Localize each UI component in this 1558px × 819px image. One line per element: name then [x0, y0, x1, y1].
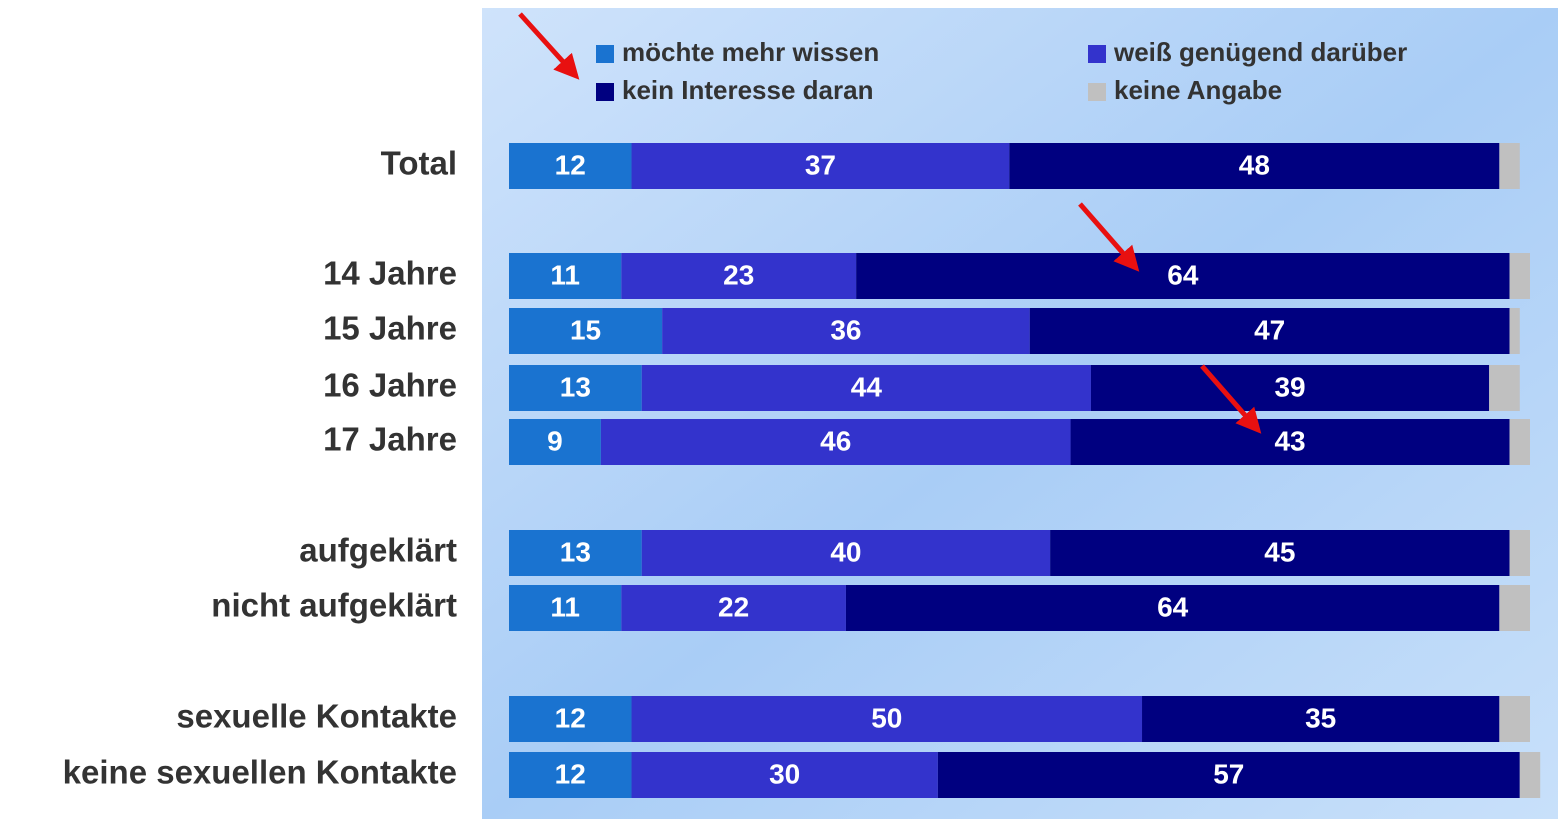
value-label: 9	[547, 425, 563, 456]
bar-segment	[509, 419, 601, 465]
value-label: 13	[560, 371, 591, 402]
legend-label: weiß genügend darüber	[1113, 37, 1407, 67]
value-label: 40	[830, 536, 861, 567]
bar-segment	[1509, 530, 1530, 576]
value-label: 39	[1274, 371, 1305, 402]
category-label: sexuelle Kontakte	[176, 698, 457, 735]
bar-segment	[1090, 365, 1490, 411]
value-label: 57	[1213, 758, 1244, 789]
category-label: nicht aufgeklärt	[211, 587, 457, 624]
bar-segment	[1499, 696, 1530, 742]
value-label: 30	[769, 758, 800, 789]
value-label: 44	[851, 371, 883, 402]
bar-segment	[1509, 253, 1530, 299]
legend-swatch	[1088, 45, 1106, 63]
value-label: 43	[1274, 425, 1305, 456]
value-label: 64	[1157, 591, 1189, 622]
bar-segment	[1509, 419, 1530, 465]
value-label: 50	[871, 702, 902, 733]
bar-segment	[621, 585, 846, 631]
legend-label: kein Interesse daran	[622, 75, 873, 105]
bar-segment	[1050, 530, 1510, 576]
bar-segment	[1499, 585, 1530, 631]
value-label: 47	[1254, 314, 1285, 345]
arrow	[1078, 202, 1140, 272]
arrow	[1200, 364, 1262, 434]
bar-segment	[1519, 752, 1541, 798]
category-label: 14 Jahre	[323, 255, 457, 292]
bar-segment	[509, 530, 642, 576]
bar-segment	[631, 143, 1010, 189]
bar-segment	[1489, 365, 1520, 411]
arrow	[518, 12, 580, 80]
legend-label: möchte mehr wissen	[622, 37, 879, 67]
value-label: 12	[555, 149, 586, 180]
bar-segment	[509, 585, 622, 631]
annotations	[518, 12, 1262, 434]
bar-segment	[845, 585, 1500, 631]
bar-segment	[1142, 696, 1500, 742]
bar-segment	[1509, 308, 1520, 354]
value-label: 23	[723, 259, 754, 290]
value-label: 12	[555, 702, 586, 733]
value-label: 35	[1305, 702, 1336, 733]
value-label: 13	[560, 536, 591, 567]
bar-segment	[937, 752, 1520, 798]
value-label: 64	[1167, 259, 1199, 290]
value-label: 45	[1264, 536, 1295, 567]
bar-segment	[1070, 419, 1510, 465]
bar-segment	[1499, 143, 1520, 189]
bar-segment	[856, 253, 1510, 299]
legend-swatch	[596, 83, 614, 101]
category-label: keine sexuellen Kontakte	[63, 754, 457, 791]
value-label: 46	[820, 425, 851, 456]
value-label: 48	[1239, 149, 1270, 180]
value-label: 12	[555, 758, 586, 789]
legend-swatch	[596, 45, 614, 63]
bar-segment	[641, 530, 1051, 576]
category-label: aufgeklärt	[299, 532, 457, 569]
marks: Total 12 37 48 14 Jahre 11 23 64 15 Jahre 15 36 47 1…	[63, 37, 1541, 798]
value-label: 36	[830, 314, 861, 345]
bar-segment	[509, 143, 632, 189]
bar-segment	[662, 308, 1030, 354]
bar-segment	[631, 696, 1143, 742]
bar-segment	[621, 253, 857, 299]
bar-segment	[509, 752, 632, 798]
bar-segment	[641, 365, 1091, 411]
value-label: 11	[550, 259, 580, 290]
bar-segment	[509, 308, 663, 354]
legend-swatch	[1088, 83, 1106, 101]
category-label: 17 Jahre	[323, 421, 457, 458]
bar-segment	[509, 696, 632, 742]
bar-segment	[509, 253, 622, 299]
category-label: 16 Jahre	[323, 367, 457, 404]
value-label: 22	[718, 591, 749, 622]
category-label: Total	[381, 145, 457, 182]
value-label: 37	[805, 149, 836, 180]
bar-segment	[631, 752, 938, 798]
legend-label: keine Angabe	[1114, 75, 1282, 105]
bar-segment	[600, 419, 1071, 465]
bar-segment	[509, 365, 642, 411]
value-label: 15	[570, 314, 601, 345]
category-label: 15 Jahre	[323, 310, 457, 347]
bar-segment	[1009, 143, 1500, 189]
value-label: 11	[550, 591, 580, 622]
bar-segment	[1029, 308, 1510, 354]
